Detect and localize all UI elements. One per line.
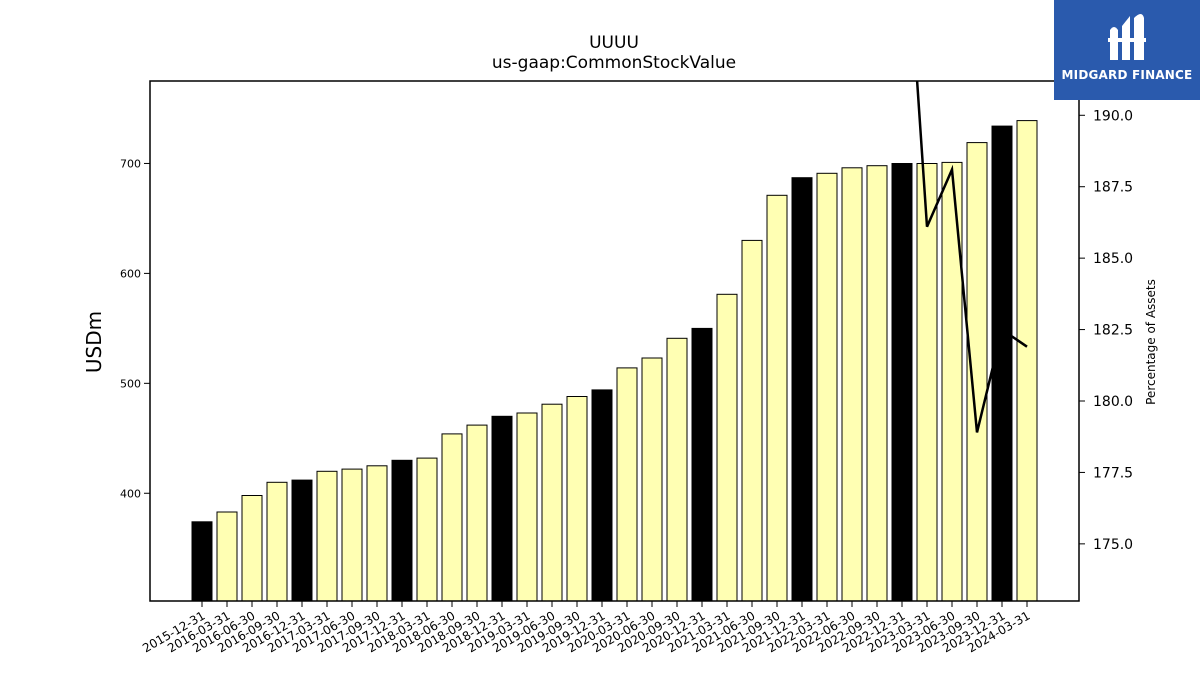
bar-2021-03-31: [716, 293, 738, 602]
bar-2018-12-31: [491, 415, 513, 602]
y-tick-label: 500: [120, 377, 141, 390]
bar-2019-09-30: [566, 396, 588, 602]
bar-2017-09-30: [366, 465, 388, 602]
y-tick-label: 400: [120, 487, 141, 500]
bar-2019-06-30: [541, 403, 563, 602]
bar-2016-06-30: [241, 495, 263, 602]
y2-axis-label: Percentage of Assets: [1144, 279, 1158, 405]
bar-2020-09-30: [666, 337, 688, 602]
bar-2018-06-30: [441, 433, 463, 602]
y-axis-label: USDm: [82, 311, 106, 373]
y2-tick-label: 180.0: [1093, 394, 1133, 410]
bar-2023-03-31: [916, 163, 938, 602]
bar-2021-12-31: [791, 177, 813, 602]
bar-2021-09-30: [766, 194, 788, 602]
logo-text: MIDGARD FINANCE: [1061, 68, 1193, 82]
bar-2022-12-31: [891, 163, 913, 602]
y2-tick-label: 182.5: [1093, 323, 1133, 339]
y2-tick-label: 187.5: [1093, 180, 1133, 196]
bar-2019-03-31: [516, 412, 538, 602]
bar-2016-03-31: [216, 511, 238, 602]
y2-tick-label: 175.0: [1093, 537, 1133, 553]
bar-2017-12-31: [391, 459, 413, 602]
y-tick-label: 700: [120, 157, 141, 170]
bar-2021-06-30: [741, 239, 763, 602]
bars-group: [191, 120, 1038, 602]
y2-tick-label: 177.5: [1093, 465, 1133, 481]
bar-2016-12-31: [291, 479, 313, 602]
chart-title: UUUU: [589, 33, 639, 53]
brand-logo: MIDGARD FINANCE: [1054, 0, 1200, 100]
x-axis-ticks: 2015-12-312016-03-312016-06-302016-09-30…: [140, 601, 1033, 655]
plot-frame: [149, 80, 1080, 602]
bar-2018-09-30: [466, 424, 488, 602]
bar-2020-12-31: [691, 327, 713, 602]
y-axis-ticks: 400 500 600 700: [120, 157, 150, 500]
bar-2020-06-30: [641, 357, 663, 602]
bar-2019-12-31: [591, 389, 613, 602]
chart-subtitle: us-gaap:CommonStockValue: [492, 53, 736, 73]
bar-2017-03-31: [316, 470, 338, 602]
bar-2023-06-30: [941, 161, 963, 602]
y-tick-label: 600: [120, 267, 141, 280]
bar-2022-06-30: [841, 167, 863, 602]
bar-2024-03-31: [1016, 120, 1038, 602]
bar-2016-09-30: [266, 481, 288, 602]
bar-2015-12-31: [191, 521, 213, 602]
y2-tick-label: 185.0: [1093, 251, 1133, 267]
bar-2017-06-30: [341, 468, 363, 602]
bar-2018-03-31: [416, 457, 438, 602]
line-group: [915, 81, 1028, 433]
logo-mark-icon: [1108, 14, 1146, 60]
y2-axis-ticks: 175.0 177.5 180.0 182.5 185.0 187.5 190.0: [1079, 108, 1133, 553]
bar-2022-09-30: [866, 165, 888, 602]
bar-2020-03-31: [616, 367, 638, 602]
bar-2022-03-31: [816, 172, 838, 602]
y2-tick-label: 190.0: [1093, 108, 1133, 124]
percentage-of-assets-line: [915, 81, 1028, 433]
